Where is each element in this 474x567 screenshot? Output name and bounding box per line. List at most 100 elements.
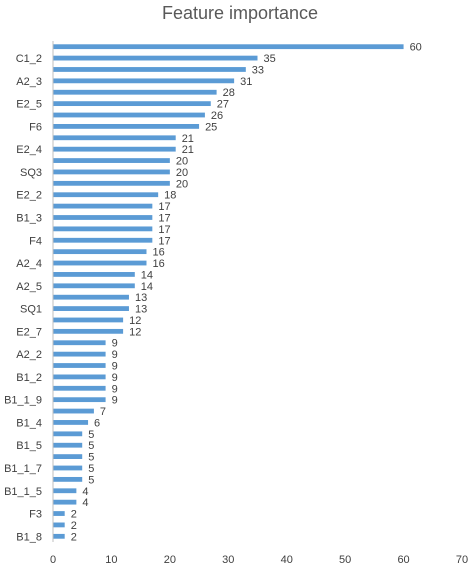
y-tick-label: B1_1_7 <box>4 463 42 475</box>
data-label: 21 <box>182 144 194 156</box>
y-tick-label: F4 <box>29 235 42 247</box>
data-label: 9 <box>112 372 118 384</box>
y-tick-label: B1_1_9 <box>4 395 42 407</box>
data-label: 7 <box>100 406 106 418</box>
bar <box>53 522 65 528</box>
bar <box>53 237 153 243</box>
data-label: 5 <box>88 474 94 486</box>
bar <box>53 78 235 84</box>
bar <box>53 306 129 311</box>
y-tick-label: SQ3 <box>20 167 42 179</box>
data-label: 17 <box>158 224 170 236</box>
data-label: 9 <box>112 383 118 395</box>
bar <box>53 67 246 72</box>
x-tick-label: 70 <box>456 554 468 566</box>
data-label: 35 <box>264 53 276 65</box>
data-label: 26 <box>211 110 223 122</box>
x-tick-label: 40 <box>281 554 293 566</box>
bar <box>53 294 129 300</box>
bar <box>53 124 200 129</box>
bar <box>53 317 124 323</box>
bar <box>53 203 153 209</box>
x-tick-label: 0 <box>50 554 56 566</box>
data-label: 14 <box>141 281 153 293</box>
y-tick-label: B1_1_5 <box>4 486 42 498</box>
data-label: 9 <box>112 395 118 407</box>
bar <box>53 283 135 289</box>
data-label: 20 <box>176 167 188 179</box>
x-tick-label: 60 <box>397 554 409 566</box>
y-tick-label: B1_5 <box>16 440 42 452</box>
bar <box>53 374 106 380</box>
data-label: 2 <box>71 520 77 532</box>
bar <box>53 180 170 186</box>
bar <box>53 260 147 266</box>
data-label: 27 <box>217 99 229 111</box>
bar <box>53 169 170 175</box>
bar <box>53 408 94 414</box>
bar <box>53 55 258 61</box>
bar <box>53 215 153 220</box>
bar <box>53 340 106 346</box>
y-tick-label: F6 <box>29 121 42 133</box>
data-label: 16 <box>152 258 164 270</box>
bar <box>53 44 404 50</box>
bar <box>53 226 153 232</box>
data-label: 18 <box>164 190 176 202</box>
bar <box>53 363 106 368</box>
data-label: 60 <box>410 42 422 54</box>
data-label: 6 <box>94 417 100 429</box>
data-label: 13 <box>135 292 147 304</box>
y-tick-label: E2_4 <box>16 144 42 156</box>
y-tick-label: B1_3 <box>16 212 42 224</box>
bar <box>53 420 89 425</box>
data-label: 28 <box>223 87 235 99</box>
data-label: 5 <box>88 463 94 475</box>
data-label: 17 <box>158 212 170 224</box>
data-label: 12 <box>129 326 141 338</box>
bar <box>53 146 176 152</box>
y-tick-label: B1_8 <box>16 531 42 543</box>
data-label: 13 <box>135 304 147 316</box>
bar <box>53 249 147 255</box>
y-tick-label: A2_4 <box>16 258 42 270</box>
bar <box>53 272 135 277</box>
x-tick-labels: 0 10 20 30 40 50 60 70 <box>50 554 468 566</box>
y-tick-label: C1_2 <box>16 53 42 65</box>
x-tick-label: 30 <box>222 554 234 566</box>
bar <box>53 397 106 403</box>
bar <box>53 465 83 471</box>
bar <box>53 112 205 118</box>
bar <box>53 328 124 334</box>
data-label: 5 <box>88 452 94 464</box>
data-label: 21 <box>182 133 194 145</box>
bar <box>53 431 83 437</box>
bar <box>53 89 217 95</box>
bar <box>53 454 83 459</box>
data-label: 17 <box>158 201 170 213</box>
bar <box>53 351 106 357</box>
bar <box>53 476 83 482</box>
data-label: 9 <box>112 338 118 350</box>
bar <box>53 442 83 448</box>
data-label: 2 <box>71 509 77 521</box>
data-label: 25 <box>205 121 217 133</box>
bars-group <box>53 44 404 539</box>
data-label: 9 <box>112 361 118 373</box>
y-tick-label: A2_2 <box>16 349 42 361</box>
data-label: 20 <box>176 178 188 190</box>
data-label: 14 <box>141 269 153 281</box>
data-labels: 6035333128272625212120202018171717171616… <box>71 42 422 544</box>
bar <box>53 192 159 198</box>
y-tick-label: E2_2 <box>16 190 42 202</box>
bar <box>53 488 77 494</box>
x-tick-label: 10 <box>105 554 117 566</box>
data-label: 17 <box>158 235 170 247</box>
bar <box>53 101 211 107</box>
y-tick-label: SQ1 <box>20 304 42 316</box>
chart-title: Feature importance <box>162 3 318 23</box>
y-tick-labels: C1_2 A2_3 E2_5 F6 E2_4 SQ3 E2_2 B1_3 F4 A2_4 A2_5 S… <box>4 53 42 543</box>
y-tick-label: B1_4 <box>16 417 42 429</box>
data-label: 4 <box>82 497 88 509</box>
